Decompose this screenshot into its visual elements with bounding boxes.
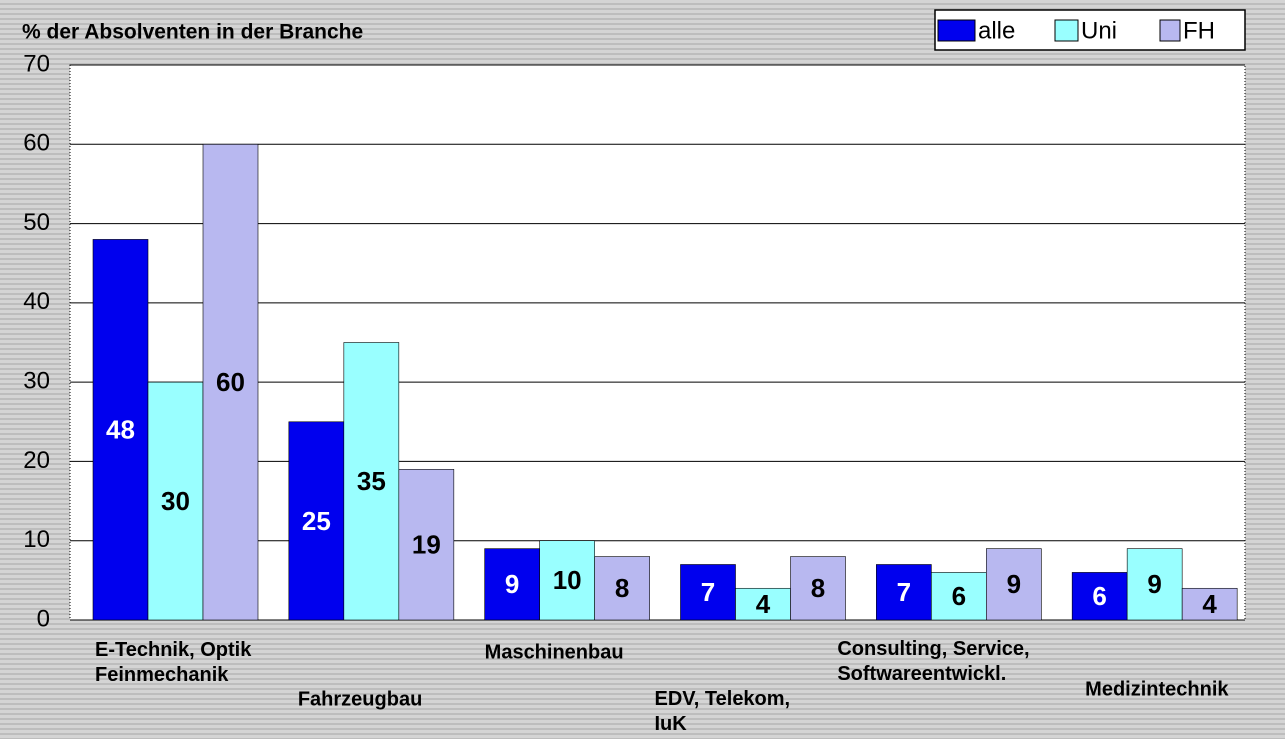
legend-box: [934, 9, 1246, 51]
x-tick-label: Consulting, Service, Softwareentwickl.: [837, 638, 1029, 685]
data-label: 9: [1007, 569, 1021, 599]
data-label: 25: [302, 506, 331, 536]
bar: [1126, 548, 1183, 621]
x-tick-label: Maschinenbau: [485, 641, 624, 663]
y-tick-label: 20: [23, 447, 50, 474]
data-label: 10: [553, 565, 582, 595]
bar: [343, 342, 400, 621]
plot-border: [69, 64, 1246, 621]
bar: [876, 564, 932, 621]
data-label: 7: [897, 577, 911, 607]
legend-swatch: [1159, 19, 1181, 42]
plot-area: [70, 65, 1245, 620]
bar: [790, 556, 846, 621]
bar: [539, 540, 595, 621]
bar: [931, 572, 987, 621]
bar: [735, 587, 791, 621]
bar: [986, 548, 1042, 621]
data-label: 9: [1147, 569, 1161, 599]
bar: [680, 564, 736, 621]
data-label: 6: [1092, 581, 1106, 611]
bar: [484, 548, 540, 621]
data-label: 7: [701, 577, 715, 607]
x-tick-label: Fahrzeugbau: [298, 688, 422, 710]
bar: [92, 239, 149, 621]
bar: [288, 421, 345, 621]
bar: [1181, 587, 1238, 621]
y-tick-label: 60: [23, 130, 50, 157]
chart-title: % der Absolventen in der Branche: [22, 21, 363, 44]
bar: [1071, 572, 1128, 621]
bar: [398, 469, 455, 621]
y-tick-label: 0: [37, 605, 50, 632]
y-tick-label: 40: [23, 288, 50, 315]
data-label: 6: [952, 581, 966, 611]
legend-swatch: [937, 19, 976, 42]
legend-swatch: [1054, 19, 1079, 42]
x-tick-label: Medizintechnik: [1085, 678, 1229, 700]
data-label: 9: [505, 569, 519, 599]
legend-label: FH: [1183, 17, 1215, 44]
y-tick-label: 50: [23, 209, 50, 236]
data-label: 4: [1202, 589, 1217, 619]
bar: [147, 381, 204, 621]
data-label: 8: [811, 573, 825, 603]
data-label: 4: [756, 589, 771, 619]
bar: [202, 143, 259, 621]
legend-label: Uni: [1081, 17, 1117, 44]
data-label: 8: [615, 573, 629, 603]
x-tick-label: E-Technik, Optik Feinmechanik: [95, 639, 252, 686]
data-label: 60: [216, 367, 245, 397]
y-tick-label: 10: [23, 526, 50, 553]
data-label: 30: [161, 486, 190, 516]
y-tick-label: 30: [23, 367, 50, 394]
data-label: 35: [357, 466, 386, 496]
legend-label: alle: [978, 17, 1015, 44]
data-label: 19: [412, 530, 441, 560]
x-tick-label: EDV, Telekom, IuK: [655, 688, 791, 735]
y-tick-label: 70: [23, 50, 50, 77]
bar: [594, 556, 650, 621]
data-label: 48: [106, 415, 135, 445]
